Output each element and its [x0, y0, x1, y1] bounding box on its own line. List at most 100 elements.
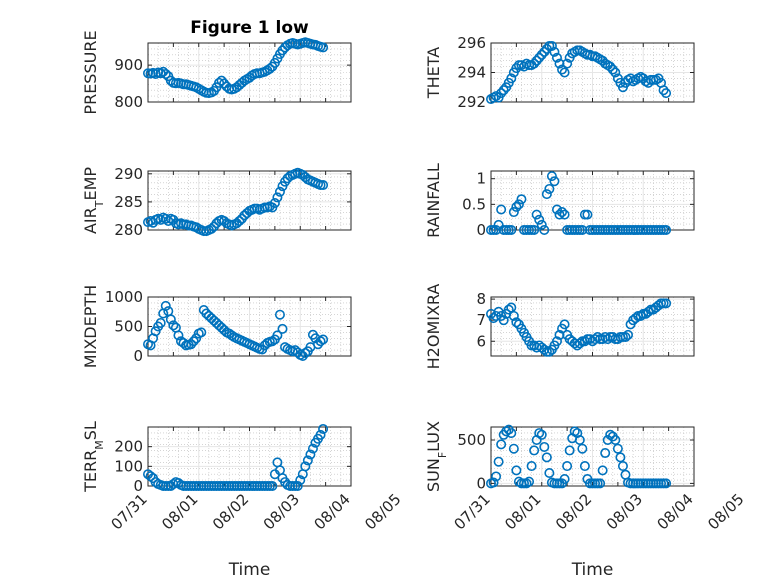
data-point	[267, 336, 278, 347]
y-tick-label: 0	[476, 221, 486, 239]
data-point	[145, 471, 156, 482]
data-point	[305, 449, 316, 460]
data-point	[551, 204, 562, 215]
figure-title: Figure 1 low	[190, 18, 309, 38]
data-point	[661, 88, 672, 99]
data-point	[165, 314, 176, 325]
x-axis-label: Time	[228, 560, 271, 580]
data-point	[300, 348, 311, 359]
y-axis-label: MIXDEPTH	[81, 285, 100, 368]
y-tick-label: 500	[114, 318, 143, 336]
data-point	[559, 209, 570, 220]
data-point	[549, 46, 560, 57]
data-point	[554, 209, 565, 220]
y-tick-label: 290	[114, 165, 143, 183]
data-point	[488, 477, 499, 488]
data-point	[307, 443, 318, 454]
y-axis-label: TERRMSL	[81, 421, 106, 493]
y-tick-label: 292	[457, 93, 486, 111]
x-tick-label: 08/01	[158, 490, 201, 533]
x-tick-label: 08/02	[552, 490, 595, 533]
y-tick-label: 0	[133, 347, 143, 365]
data-point	[274, 186, 285, 197]
data-point	[529, 58, 540, 69]
x-tick-label: 08/02	[209, 490, 252, 533]
data-point	[574, 338, 585, 349]
data-point	[536, 49, 547, 60]
subplot-mixdepth: 0 500 1000 MIXDEPTH	[81, 285, 352, 368]
data-point	[269, 198, 280, 209]
data-point	[605, 429, 616, 440]
data-point	[150, 326, 161, 337]
data-point	[541, 452, 552, 463]
data-point	[661, 298, 672, 309]
data-point	[557, 64, 568, 75]
y-axis-label: PRESSURE	[81, 30, 100, 114]
data-point	[506, 428, 517, 439]
data-point	[564, 445, 575, 456]
data-point	[196, 327, 207, 338]
data-point	[226, 330, 237, 341]
x-tick-label: 07/31	[108, 490, 151, 533]
x-tick-label: 08/05	[361, 490, 404, 533]
y-tick-label: 285	[114, 193, 143, 211]
data-point	[579, 461, 590, 472]
y-tick-label: 296	[457, 34, 486, 52]
data-point	[600, 448, 611, 459]
data-point	[539, 441, 550, 452]
data-point	[610, 67, 621, 78]
y-tick-label: 1	[476, 170, 486, 188]
data-point	[300, 461, 311, 472]
y-tick-label: 0	[133, 477, 143, 495]
data-point	[511, 317, 522, 328]
data-point	[607, 64, 618, 75]
x-tick-label: 08/03	[260, 490, 303, 533]
subplot-theta: 292 294 296 THETA	[424, 34, 695, 111]
data-point	[186, 339, 197, 350]
data-point	[534, 214, 545, 225]
data-point	[315, 429, 326, 440]
data-point	[526, 461, 537, 472]
data-point	[150, 477, 161, 488]
subplot-rainfall: 0 0.5 1 RAINFALL	[424, 163, 695, 239]
x-tick-label: 08/04	[654, 490, 697, 533]
data-point	[511, 465, 522, 476]
data-point	[508, 207, 519, 218]
data-point	[544, 467, 555, 478]
data-point	[318, 423, 329, 434]
data-point	[597, 465, 608, 476]
x-tick-label: 08/05	[704, 490, 747, 533]
data-point	[496, 88, 507, 99]
data-point	[582, 209, 593, 220]
data-point	[562, 461, 573, 472]
data-point	[498, 315, 509, 326]
data-point	[557, 207, 568, 218]
data-point	[292, 480, 303, 491]
data-point	[508, 310, 519, 321]
data-point	[630, 313, 641, 324]
data-point	[546, 171, 557, 182]
data-point	[562, 58, 573, 69]
data-point	[643, 306, 654, 317]
data-point	[315, 336, 326, 347]
data-point	[501, 426, 512, 437]
data-point	[612, 443, 623, 454]
data-point	[524, 476, 535, 487]
y-tick-label: 100	[114, 457, 143, 475]
data-point	[661, 225, 672, 236]
data-point	[546, 40, 557, 51]
data-point	[531, 209, 542, 220]
data-point	[318, 42, 329, 53]
data-point	[513, 199, 524, 210]
data-point	[551, 336, 562, 347]
subplot-air-temp: 280 285 290 AIRTEMP	[81, 165, 352, 239]
data-point	[544, 183, 555, 194]
data-point	[214, 77, 225, 88]
data-point	[234, 216, 245, 227]
data-point	[272, 330, 283, 341]
subplot-h2omixra: 6 7 8 H2OMIXRA	[424, 284, 695, 369]
y-tick-label: 800	[114, 93, 143, 111]
data-point	[506, 73, 517, 84]
data-point	[569, 426, 580, 437]
data-point	[605, 61, 616, 72]
